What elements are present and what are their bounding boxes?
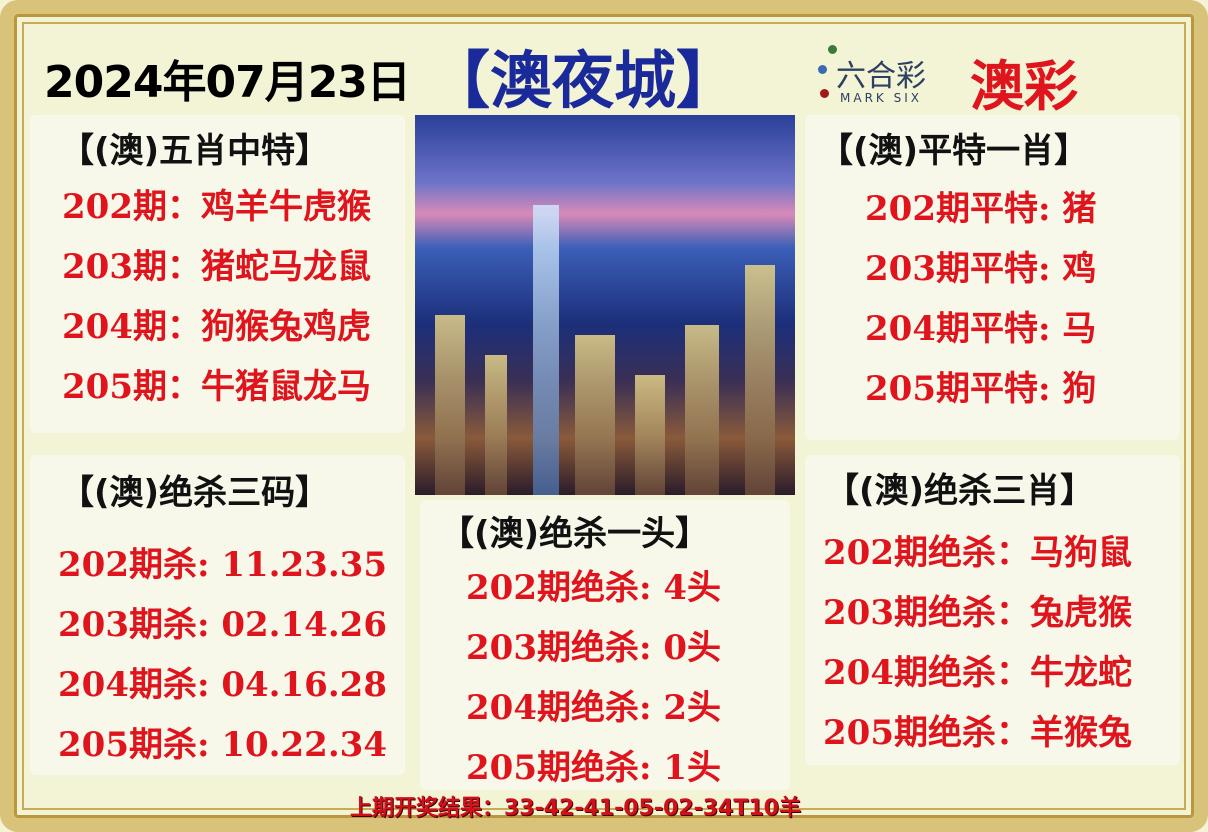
panel-title: 【(澳)五肖中特】: [60, 131, 330, 171]
list-item: 202期平特: 猪: [865, 189, 1097, 229]
list-item: 203期绝杀：兔虎猴: [823, 593, 1132, 633]
list-item: 202期：鸡羊牛虎猴: [62, 187, 371, 227]
list-item: 205期绝杀：羊猴兔: [823, 713, 1132, 753]
panel-five-zodiac: 【(澳)五肖中特】 202期：鸡羊牛虎猴 203期：猪蛇马龙鼠 204期：狗猴兔…: [30, 115, 405, 433]
last-draw-result: 上期开奖结果：33-42-41-05-02-34T10羊: [350, 796, 801, 821]
list-item: 204期杀: 04.16.28: [58, 665, 387, 705]
list-item: 203期杀: 02.14.26: [58, 605, 387, 645]
panel-kill-one-head: 【(澳)绝杀一头】 202期绝杀: 4头 203期绝杀: 0头 204期绝杀: …: [420, 500, 790, 790]
list-item: 203期绝杀: 0头: [466, 628, 722, 668]
panel-title: 【(澳)绝杀三码】: [60, 473, 330, 513]
list-item: 204期绝杀: 2头: [466, 688, 722, 728]
date-title: 2024年07月23日: [44, 57, 411, 108]
logo-cn: 六合彩: [836, 59, 926, 94]
list-item: 204期绝杀：牛龙蛇: [823, 653, 1132, 693]
list-item: 205期平特: 狗: [865, 369, 1097, 409]
panel-kill-three-zodiac: 【(澳)绝杀三肖】 202期绝杀：马狗鼠 203期绝杀：兔虎猴 204期绝杀：牛…: [805, 455, 1180, 765]
panel-flat-one: 【(澳)平特一肖】 202期平特: 猪 203期平特: 鸡 204期平特: 马 …: [805, 115, 1180, 440]
panel-title: 【(澳)绝杀一头】: [440, 514, 710, 554]
list-item: 202期绝杀：马狗鼠: [823, 533, 1132, 573]
mark-six-logo: 六合彩 MARK SIX: [816, 45, 966, 115]
list-item: 202期杀: 11.23.35: [58, 545, 387, 585]
brand-title: 【澳夜城】: [428, 44, 739, 117]
logo-en: MARK SIX: [840, 91, 922, 105]
city-night-photo: [415, 115, 795, 495]
aocai-logo: 澳彩: [970, 55, 1078, 118]
panel-kill-three-codes: 【(澳)绝杀三码】 202期杀: 11.23.35 203期杀: 02.14.2…: [30, 455, 405, 775]
list-item: 205期：牛猪鼠龙马: [62, 367, 371, 407]
list-item: 203期：猪蛇马龙鼠: [62, 247, 371, 287]
list-item: 205期绝杀: 1头: [466, 748, 722, 788]
list-item: 203期平特: 鸡: [865, 249, 1097, 289]
list-item: 204期平特: 马: [865, 309, 1097, 349]
list-item: 202期绝杀: 4头: [466, 568, 722, 608]
list-item: 205期杀: 10.22.34: [58, 725, 387, 765]
panel-title: 【(澳)绝杀三肖】: [825, 471, 1095, 511]
panel-title: 【(澳)平特一肖】: [819, 131, 1089, 171]
list-item: 204期：狗猴兔鸡虎: [62, 307, 371, 347]
